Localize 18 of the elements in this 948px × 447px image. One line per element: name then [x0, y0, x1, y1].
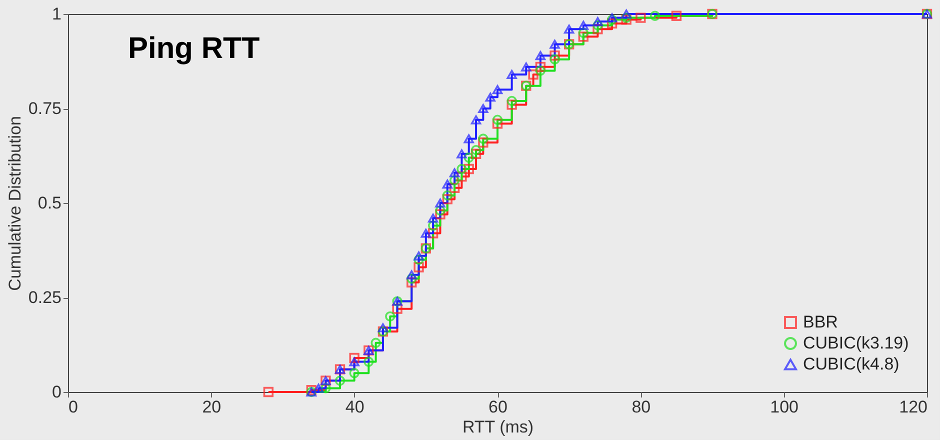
x-tick-label: 0	[68, 398, 78, 416]
x-tick-label: 40	[345, 398, 364, 416]
legend-label: CUBIC(k4.8)	[803, 354, 900, 374]
y-tick-label: 0.5	[38, 194, 62, 212]
x-tick-label: 60	[488, 398, 508, 416]
legend-label: CUBIC(k3.19)	[803, 334, 909, 352]
y-axis-title: Cumulative Distribution	[5, 116, 24, 291]
y-tick-label: 1	[52, 4, 62, 24]
x-tick-label: 120	[899, 398, 928, 416]
x-axis-title: RTT (ms)	[462, 418, 534, 436]
x-tick-label: 80	[632, 398, 651, 416]
x-tick-label: 100	[770, 398, 799, 416]
legend-label: BBR	[803, 312, 838, 332]
y-tick-label: 0.25	[28, 288, 62, 307]
x-tick-label: 20	[202, 398, 222, 416]
text: Ping RTT	[128, 32, 260, 65]
y-tick-label: 0.75	[28, 99, 62, 118]
y-tick-label: 0	[52, 382, 62, 402]
